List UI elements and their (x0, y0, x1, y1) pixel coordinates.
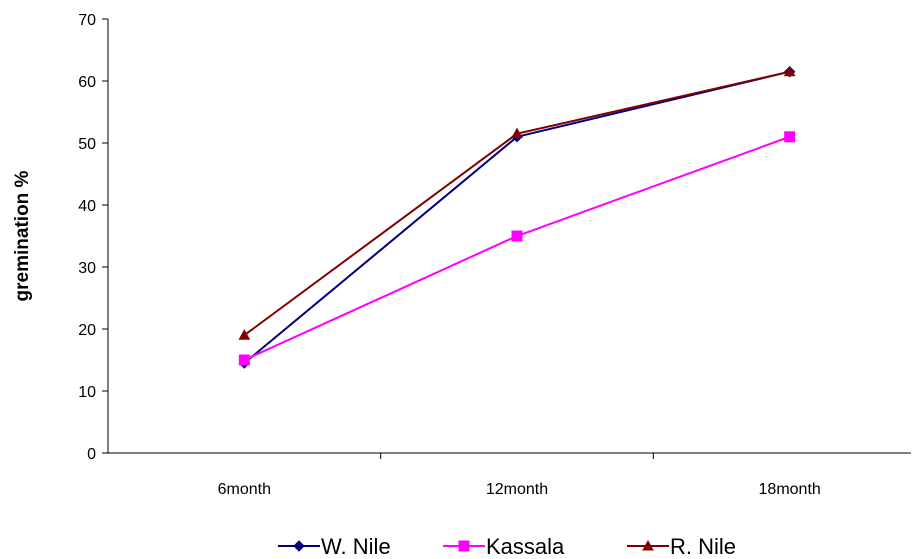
series-0 (238, 65, 796, 369)
legend-label: Kassala (486, 534, 565, 559)
y-tick-label: 30 (78, 260, 96, 277)
data-point (783, 65, 796, 77)
series-2 (238, 65, 796, 340)
y-tick-label: 50 (78, 136, 96, 153)
legend-item: R. Nile (627, 534, 736, 559)
x-tick-label: 12month (486, 481, 548, 498)
legend-marker (293, 540, 305, 552)
axes (107, 19, 911, 454)
data-point (784, 131, 796, 143)
legend-item: W. Nile (278, 534, 391, 559)
series-1 (238, 131, 796, 366)
data-point (238, 354, 250, 366)
y-tick-label: 60 (78, 74, 96, 91)
x-tick-label: 6month (218, 481, 271, 498)
y-tick-label: 10 (78, 384, 96, 401)
legend-marker (458, 540, 470, 552)
y-axis-title: gremination % (12, 170, 33, 301)
data-point (238, 329, 251, 340)
legend: W. Nile Kassala R. Nile (278, 534, 736, 559)
legend-marker (642, 539, 654, 551)
data-point (511, 127, 523, 139)
x-axis-ticks: 6month 12month 18month (218, 453, 821, 498)
series-line (243, 70, 790, 364)
x-tick-label: 18month (759, 481, 821, 498)
legend-label: W. Nile (321, 534, 391, 559)
series-line (243, 135, 791, 361)
y-tick-label: 40 (78, 198, 96, 215)
y-axis-ticks: 0 10 20 30 40 50 60 70 (78, 12, 108, 463)
series-group (238, 65, 796, 369)
y-tick-label: 0 (87, 446, 96, 463)
legend-label: R. Nile (670, 534, 736, 559)
legend-item: Kassala (443, 534, 565, 559)
y-tick-label: 70 (78, 12, 96, 29)
data-point (511, 230, 523, 242)
y-tick-label: 20 (78, 322, 96, 339)
